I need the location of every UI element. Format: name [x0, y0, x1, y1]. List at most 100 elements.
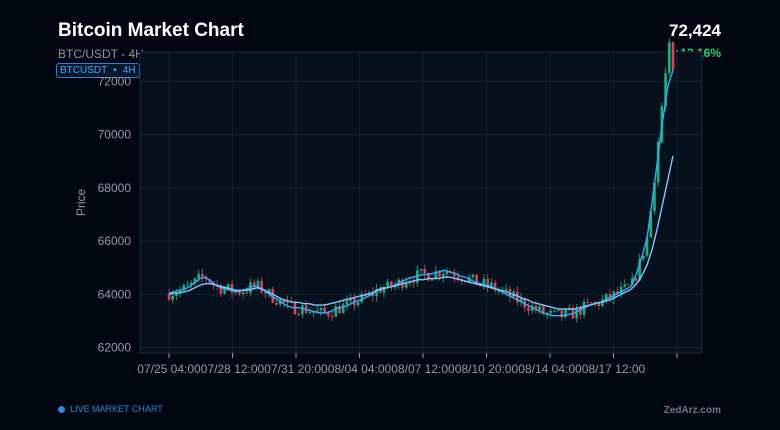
- candle-body: [238, 291, 241, 294]
- candle-body: [386, 281, 389, 288]
- candle-body: [260, 280, 263, 292]
- candle-body: [493, 282, 497, 291]
- candle-body: [486, 278, 490, 287]
- candle-body: [256, 280, 260, 287]
- candle-body: [323, 307, 326, 313]
- current-price: 72,424: [669, 21, 721, 40]
- candle-body: [397, 279, 401, 285]
- candle-body: [616, 291, 619, 294]
- candle-body: [619, 286, 623, 294]
- y-tick-label: 62000: [98, 341, 132, 355]
- candle-body: [627, 284, 630, 286]
- symbol-badge[interactable]: BTCUSDT • 4H: [56, 63, 140, 78]
- candle-body: [341, 304, 345, 314]
- candle-body: [189, 282, 193, 285]
- candle-body: [286, 300, 289, 303]
- x-tick-label: 07/28 12:00: [201, 362, 265, 376]
- candle-body: [549, 310, 553, 313]
- x-tick-label: 08/14 04:00: [518, 362, 582, 376]
- candle-body: [167, 294, 171, 300]
- candle-body: [356, 301, 360, 306]
- candle-body: [597, 302, 601, 307]
- candle-body: [556, 310, 560, 312]
- candle-body: [516, 291, 519, 302]
- candle-body: [586, 301, 590, 303]
- live-indicator: LIVE MARKET CHART: [58, 404, 163, 414]
- candle-body: [371, 292, 375, 296]
- x-tick-label: 08/04 04:00: [328, 362, 392, 376]
- candle-body: [553, 310, 556, 312]
- y-tick-label: 68000: [98, 181, 132, 195]
- candle-body: [241, 292, 245, 294]
- candle-body: [197, 273, 200, 279]
- x-tick-label: 07/25 04:00: [137, 362, 201, 376]
- candle-body: [275, 302, 278, 305]
- candle-body: [579, 307, 582, 315]
- candle-body: [178, 289, 182, 294]
- candle-body: [327, 312, 330, 316]
- candle-body: [308, 312, 312, 314]
- x-tick-label: 08/17 12:00: [582, 362, 646, 376]
- candle-body: [575, 307, 578, 319]
- candle-body: [504, 289, 508, 291]
- y-tick-label: 72000: [98, 74, 132, 88]
- candle-body: [264, 291, 267, 294]
- candle-body: [412, 281, 415, 283]
- y-axis-label: Price: [74, 189, 88, 217]
- candle-body: [219, 285, 223, 294]
- candle-body: [471, 274, 475, 278]
- candle-body: [645, 237, 649, 256]
- candle-body: [297, 314, 301, 316]
- badge-symbol: BTCUSDT: [60, 65, 108, 76]
- y-tick-label: 70000: [98, 128, 132, 142]
- ma-slow-line: [168, 155, 674, 310]
- candle-body: [634, 278, 638, 281]
- candle-body: [630, 278, 634, 285]
- candle-body: [201, 273, 204, 277]
- candle-body: [653, 182, 656, 212]
- candle-body: [271, 289, 275, 303]
- badge-separator: •: [113, 65, 117, 76]
- candle-body: [349, 297, 352, 301]
- candle-body: [360, 294, 364, 302]
- axes: 62000 64000 66000 68000 70000 72000 07/25 04:0…: [98, 74, 678, 376]
- candle-body: [590, 302, 593, 304]
- candle-body: [427, 273, 430, 281]
- candle-body: [527, 307, 530, 311]
- candle-body: [530, 305, 534, 311]
- candle-body: [419, 268, 423, 271]
- candle-body: [282, 299, 286, 303]
- candle-body: [475, 274, 478, 286]
- candle-body: [375, 288, 378, 296]
- candle-body: [638, 258, 641, 281]
- brand-watermark: ZedArz.com: [663, 405, 721, 416]
- candle-body: [390, 281, 393, 288]
- candle-body: [601, 299, 604, 307]
- candle-body: [301, 305, 304, 315]
- candle-body: [453, 273, 456, 277]
- candle-body: [438, 271, 441, 277]
- candle-body: [193, 278, 197, 283]
- candle-body: [378, 288, 382, 293]
- candle-body: [171, 295, 175, 300]
- candle-body: [430, 278, 434, 281]
- candle-body: [382, 287, 386, 293]
- candle-body: [656, 141, 660, 183]
- candle-body: [182, 285, 186, 290]
- candle-body: [456, 276, 460, 280]
- candle-body: [330, 315, 334, 317]
- candle-body: [334, 306, 338, 317]
- candle-body: [245, 292, 249, 294]
- live-label: LIVE MARKET CHART: [70, 404, 163, 414]
- x-tick-label: 07/31 20:00: [264, 362, 328, 376]
- candle-body: [267, 289, 271, 294]
- candle-body: [186, 284, 189, 286]
- live-dot-icon: [58, 405, 65, 413]
- candle-body: [175, 293, 178, 296]
- candle-body: [608, 293, 612, 299]
- candle-body: [226, 284, 230, 289]
- candle-body: [671, 42, 675, 71]
- candle-body: [223, 288, 226, 294]
- candle-body: [230, 284, 234, 293]
